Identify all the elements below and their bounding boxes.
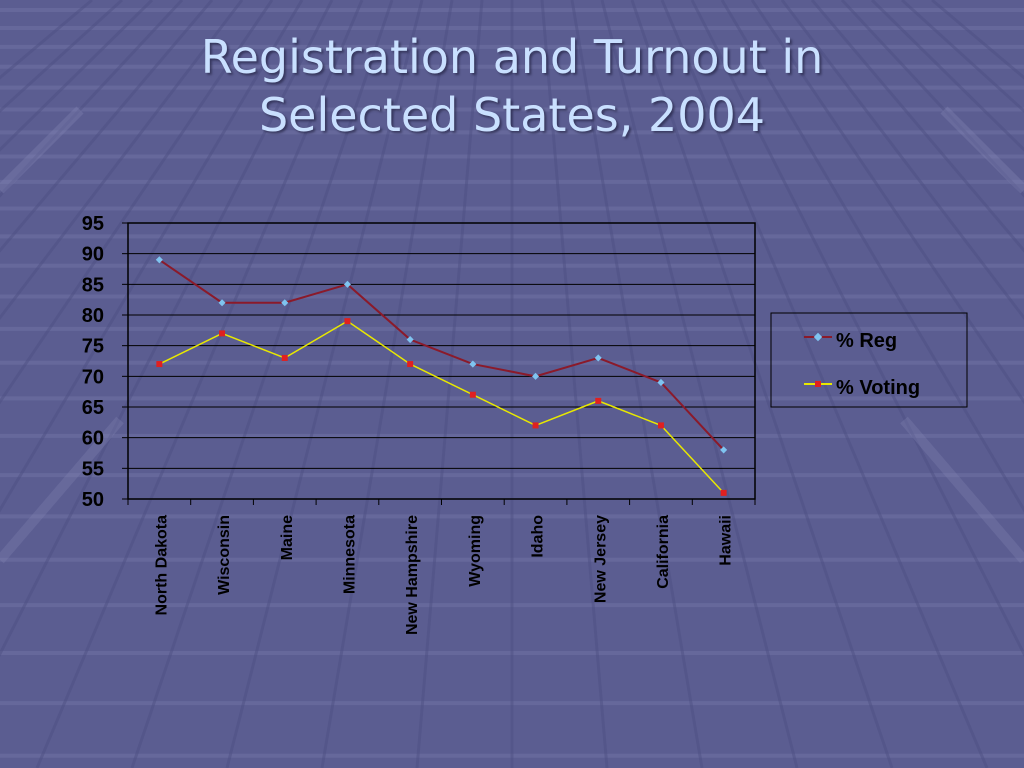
legend-marker-reg (813, 332, 823, 342)
x-tick-label: New Hampshire (404, 515, 421, 635)
data-point-voting (219, 330, 226, 337)
y-tick-label: 75 (82, 336, 104, 358)
y-tick-label: 50 (82, 489, 104, 511)
data-point-voting (720, 489, 727, 496)
y-tick-label: 85 (82, 274, 104, 296)
slide-title-line-1: Registration and Turnout in (200, 30, 824, 84)
x-tick-label: Wyoming (467, 515, 484, 587)
data-point-voting (407, 361, 414, 368)
data-point-reg (155, 256, 163, 264)
x-tick-label: California (655, 515, 672, 589)
data-point-reg (594, 354, 602, 362)
slide-title: Registration and Turnout in Selected Sta… (0, 28, 1024, 144)
y-tick-label: 60 (82, 428, 104, 450)
y-tick-label: 55 (82, 458, 104, 480)
legend-label-reg: % Reg (836, 330, 897, 352)
x-tick-label: Hawaii (718, 515, 735, 566)
data-point-voting (344, 318, 351, 325)
x-tick-label: Minnesota (341, 515, 358, 594)
data-point-voting (156, 361, 163, 368)
data-point-voting (532, 422, 539, 429)
legend: % Reg % Voting (770, 312, 968, 408)
data-point-reg (343, 280, 351, 288)
data-point-voting (657, 422, 664, 429)
y-tick-label: 65 (82, 397, 104, 419)
data-point-voting (595, 397, 602, 404)
data-point-reg (657, 378, 665, 387)
x-tick-label: Idaho (530, 515, 547, 558)
plot-area-border (127, 222, 756, 500)
y-tick-label: 80 (82, 305, 104, 327)
y-tick-label: 90 (82, 244, 104, 266)
x-tick-label: North Dakota (153, 515, 170, 616)
data-point-reg (281, 299, 289, 307)
x-tick-label: Wisconsin (216, 515, 233, 595)
data-point-reg (406, 335, 414, 344)
legend-label-voting: % Voting (836, 377, 920, 399)
data-point-reg (720, 446, 728, 454)
series-line-voting (159, 320, 725, 494)
x-tick-label: Maine (279, 515, 296, 560)
slide-title-line-2: Selected States, 2004 (258, 88, 766, 142)
legend-marker-voting (815, 381, 821, 387)
y-tick-label: 95 (82, 213, 104, 235)
x-tick-label: New Jersey (592, 515, 609, 603)
legend-box (770, 312, 968, 408)
data-point-voting (469, 391, 476, 398)
series-line-reg (158, 258, 725, 451)
data-point-reg (532, 372, 540, 380)
data-point-reg (469, 360, 477, 368)
y-tick-label: 70 (82, 366, 104, 388)
data-point-voting (281, 354, 288, 361)
data-point-reg (218, 299, 226, 307)
